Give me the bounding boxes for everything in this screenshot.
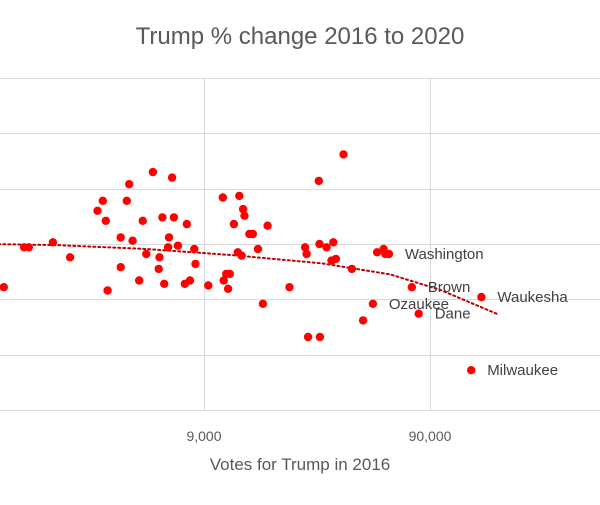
data-point [128, 236, 137, 245]
x-tick-labels: 9,000 90,000 [186, 428, 451, 444]
data-point [0, 283, 8, 292]
data-label: Dane [435, 306, 471, 323]
data-point [116, 233, 125, 242]
data-point [368, 299, 378, 308]
data-point [167, 173, 177, 182]
data-point [218, 193, 227, 202]
data-point [190, 244, 199, 254]
data-point [240, 211, 249, 220]
data-point [467, 366, 476, 375]
data-point [125, 180, 134, 189]
data-point [169, 213, 179, 222]
data-point [163, 243, 173, 252]
data-point [93, 206, 102, 215]
x-axis-title: Votes for Trump in 2016 [210, 455, 391, 474]
data-point [314, 176, 323, 186]
data-point [116, 263, 125, 272]
data-point [300, 243, 310, 252]
data-point [138, 216, 147, 225]
data-point [160, 279, 169, 288]
points-layer [0, 150, 486, 375]
data-point [331, 254, 341, 264]
data-point [142, 249, 151, 259]
data-point [407, 283, 416, 292]
data-point [358, 316, 368, 325]
x-tick-label: 90,000 [409, 428, 452, 444]
data-point [182, 219, 191, 229]
chart-title: Trump % change 2016 to 2020 [136, 23, 465, 50]
data-point [384, 249, 394, 259]
data-point [204, 281, 213, 290]
data-label: Milwaukee [487, 362, 558, 379]
data-point [191, 259, 200, 269]
data-point [225, 269, 234, 279]
data-point [302, 249, 311, 259]
data-point [185, 276, 195, 285]
data-point [235, 191, 244, 201]
data-point [253, 244, 263, 254]
data-point [414, 309, 423, 318]
data-point [219, 276, 228, 285]
data-point [155, 253, 164, 262]
data-point [322, 243, 331, 252]
data-point [48, 238, 58, 247]
data-point [237, 251, 246, 260]
data-label: Brown [428, 279, 471, 296]
data-point [303, 332, 313, 342]
data-point [158, 213, 167, 222]
data-point [164, 233, 174, 242]
data-label: Waukesha [497, 289, 568, 306]
data-point [154, 264, 163, 274]
data-point [315, 239, 324, 249]
data-point [148, 167, 158, 177]
x-tick-label: 9,000 [186, 428, 221, 444]
data-point [372, 248, 382, 257]
data-point [285, 283, 294, 292]
trendline [0, 243, 499, 316]
data-point [101, 216, 111, 225]
data-point [347, 264, 357, 274]
data-point [103, 286, 112, 295]
data-point [477, 292, 486, 302]
data-point [65, 253, 75, 262]
data-point [238, 204, 248, 214]
data-point [248, 229, 257, 239]
data-point [173, 241, 183, 250]
data-point [135, 276, 144, 285]
trendline-layer [0, 243, 499, 316]
data-point [329, 238, 338, 247]
data-point [229, 219, 239, 229]
data-point [339, 150, 348, 159]
data-point [315, 332, 325, 342]
data-point [122, 196, 131, 205]
data-label: Ozaukee [389, 296, 449, 313]
data-label: Washington [405, 246, 484, 263]
data-point [263, 221, 272, 230]
data-point [223, 284, 233, 293]
gridlines [0, 78, 600, 411]
data-point [258, 299, 268, 308]
data-point [98, 196, 108, 205]
data-point [24, 243, 33, 252]
